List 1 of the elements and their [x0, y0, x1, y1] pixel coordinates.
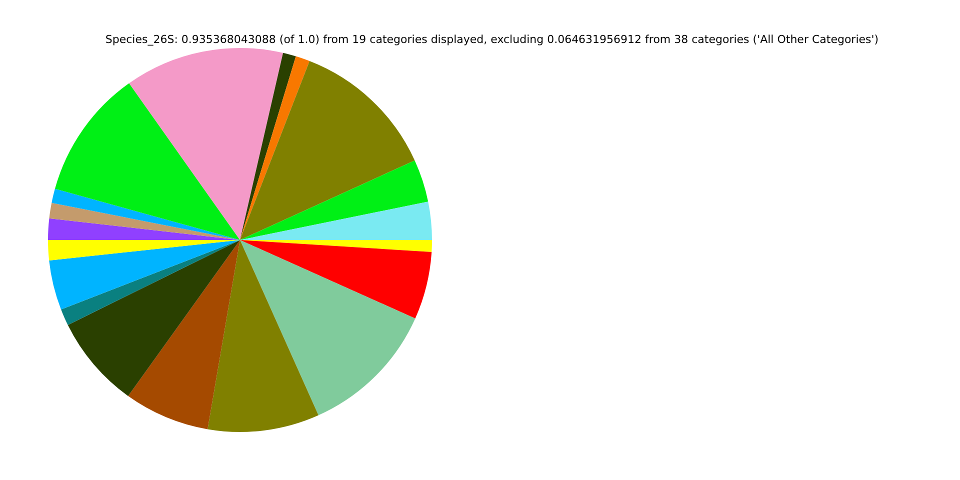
- text: Species_26S: 0.935368043088 (of 1.0) from 19 categories displayed, excluding 0.064631956912 from 38 categories ('All Other Categories'): [104, 33, 880, 46]
